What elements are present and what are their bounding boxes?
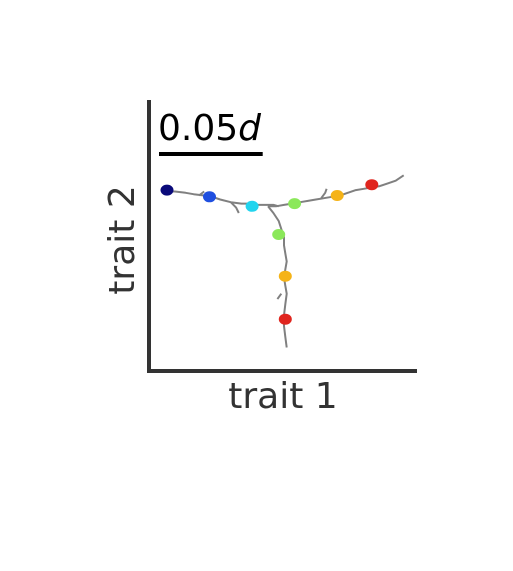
branch-line-5 — [276, 293, 283, 300]
branch-line-3 — [230, 201, 240, 214]
x-axis-label: trait 1 — [228, 376, 337, 417]
data-point-5 — [330, 190, 344, 201]
y-axis-label: trait 2 — [102, 185, 143, 294]
data-point-1 — [203, 191, 216, 203]
branch-line-4 — [320, 188, 328, 199]
branch-line-0 — [164, 190, 279, 208]
scale-bar-label: 0.05d — [158, 108, 262, 149]
branch-line-6 — [198, 190, 205, 197]
data-point-2 — [245, 200, 259, 212]
data-point-3 — [288, 198, 302, 210]
data-point-4 — [272, 229, 286, 240]
data-point-6 — [278, 270, 292, 282]
data-points — [160, 179, 379, 325]
data-point-7 — [365, 179, 379, 191]
data-point-0 — [160, 184, 174, 196]
data-point-8 — [278, 313, 292, 325]
scale-bar-number: 0.05 — [158, 108, 238, 149]
scale-bar-unit: d — [238, 108, 262, 149]
